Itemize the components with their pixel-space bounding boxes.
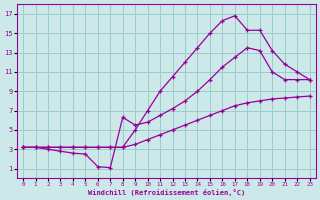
X-axis label: Windchill (Refroidissement éolien,°C): Windchill (Refroidissement éolien,°C)	[88, 189, 245, 196]
